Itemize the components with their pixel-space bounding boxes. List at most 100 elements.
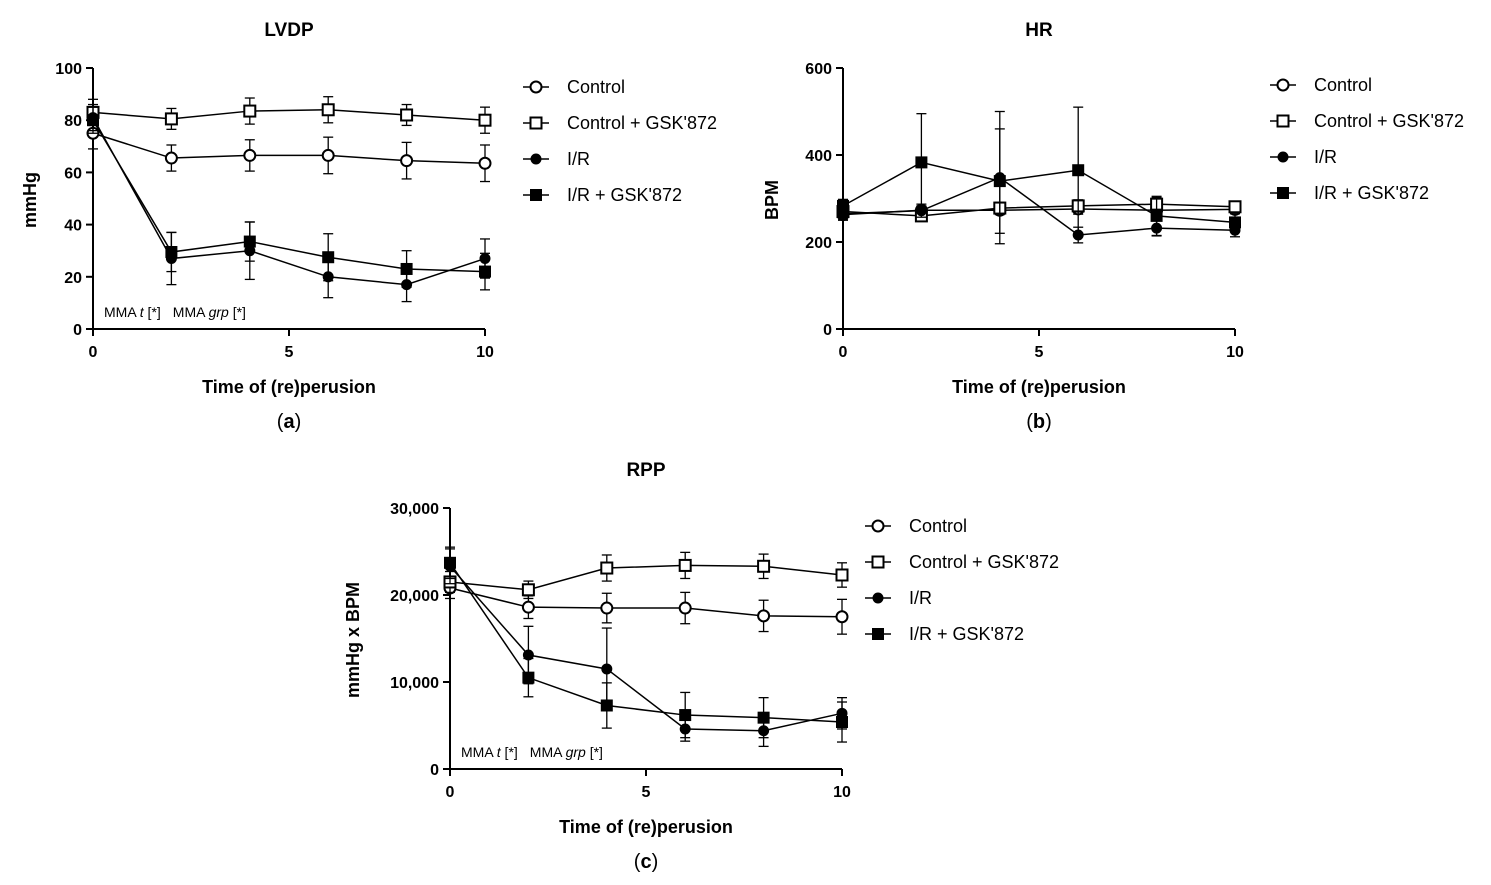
data-point xyxy=(478,156,492,170)
data-point xyxy=(479,265,491,278)
data-point xyxy=(679,709,692,722)
x-tick-label: 0 xyxy=(89,344,98,361)
y-tick-label: 20 xyxy=(64,270,82,287)
data-point xyxy=(165,246,178,259)
panel-lvdp: LVDP mmHg Time of (re)perusion MMA t [*]… xyxy=(20,20,717,433)
panel-rpp: RPP mmHg x BPM Time of (re)perusion MMA … xyxy=(343,460,1059,873)
series-line xyxy=(449,562,843,723)
y-tick-label: 20,000 xyxy=(390,588,439,605)
series-line xyxy=(449,587,843,618)
series-2 xyxy=(87,103,491,303)
data-point xyxy=(521,583,535,597)
legend-label: Control xyxy=(909,516,967,536)
series-line xyxy=(449,564,843,591)
y-tick-label: 30,000 xyxy=(390,501,439,518)
legend: Control Control + GSK'872 I/R I/R + GSK'872 xyxy=(523,77,717,205)
annotation-mma: MMA t [*] MMA grp [*] xyxy=(104,304,246,320)
series-line xyxy=(92,109,486,121)
y-tick-label: 40 xyxy=(64,218,82,235)
data-point xyxy=(757,711,770,724)
legend-item: I/R xyxy=(523,149,590,169)
x-tick-label: 10 xyxy=(1226,344,1244,361)
series-0 xyxy=(86,116,492,183)
x-tick-label: 5 xyxy=(1035,344,1044,361)
legend-marker xyxy=(1277,187,1289,199)
data-point xyxy=(837,199,849,212)
x-tick-label: 10 xyxy=(833,784,851,801)
series-3 xyxy=(87,106,491,291)
legend-marker xyxy=(529,116,543,130)
data-point xyxy=(444,556,456,569)
data-point xyxy=(87,114,99,127)
panel-caption: (a) xyxy=(277,411,301,433)
legend-label: I/R + GSK'872 xyxy=(1314,183,1429,203)
x-tick-label: 5 xyxy=(285,344,294,361)
legend-item: Control + GSK'872 xyxy=(523,113,717,133)
plot-area: 0 10,000 20,000 30,000 0 5 10 xyxy=(390,501,851,801)
series-3 xyxy=(444,546,848,743)
y-axis-title: mmHg xyxy=(20,172,40,228)
data-point xyxy=(321,148,335,162)
data-point xyxy=(400,154,414,168)
y-tick-label: 200 xyxy=(805,235,832,252)
data-point xyxy=(1229,216,1241,229)
legend-marker xyxy=(1277,151,1289,163)
data-point xyxy=(600,699,613,712)
legend-item: Control xyxy=(1270,75,1372,95)
data-point xyxy=(1150,209,1163,222)
x-axis-title: Time of (re)perusion xyxy=(559,817,733,837)
legend-label: I/R + GSK'872 xyxy=(567,185,682,205)
legend-marker xyxy=(530,153,542,165)
data-point xyxy=(243,104,257,118)
data-point xyxy=(243,235,256,248)
series-1 xyxy=(443,551,849,600)
data-point xyxy=(836,716,848,729)
series-line xyxy=(92,119,486,273)
data-point xyxy=(400,108,414,122)
legend-label: I/R xyxy=(567,149,590,169)
annotation-mma: MMA t [*] MMA grp [*] xyxy=(461,744,603,760)
data-point xyxy=(321,103,335,117)
series-line xyxy=(842,176,1236,236)
y-tick-label: 60 xyxy=(64,165,82,182)
data-point xyxy=(1228,200,1242,214)
data-point xyxy=(522,671,535,684)
legend-marker xyxy=(529,80,543,94)
data-point xyxy=(164,112,178,126)
data-point xyxy=(1072,164,1085,177)
series-line xyxy=(449,565,843,732)
legend: Control Control + GSK'872 I/R I/R + GSK'872 xyxy=(1270,75,1464,203)
legend-label: I/R + GSK'872 xyxy=(909,624,1024,644)
legend-marker xyxy=(1276,114,1290,128)
legend-label: Control + GSK'872 xyxy=(909,552,1059,572)
chart-title: LVDP xyxy=(264,20,314,41)
legend-item: Control xyxy=(523,77,625,97)
legend-marker xyxy=(530,189,542,201)
data-point xyxy=(993,175,1006,188)
legend-item: I/R + GSK'872 xyxy=(865,624,1024,644)
x-tick-label: 10 xyxy=(476,344,494,361)
data-point xyxy=(478,113,492,127)
legend-label: Control xyxy=(567,77,625,97)
panel-caption: (b) xyxy=(1026,411,1052,433)
y-tick-label: 0 xyxy=(823,322,832,339)
x-tick-label: 0 xyxy=(446,784,455,801)
data-point xyxy=(243,148,257,162)
legend-label: Control + GSK'872 xyxy=(567,113,717,133)
x-axis-title: Time of (re)perusion xyxy=(202,377,376,397)
y-axis-title: BPM xyxy=(762,180,782,220)
data-point xyxy=(164,151,178,165)
panel-caption: (c) xyxy=(634,851,658,873)
legend-marker xyxy=(872,628,884,640)
series-line xyxy=(92,117,486,286)
legend-item: I/R xyxy=(865,588,932,608)
data-point xyxy=(678,601,692,615)
data-point xyxy=(757,609,771,623)
legend-marker xyxy=(1276,78,1290,92)
legend-marker xyxy=(872,592,884,604)
plot-area: 0 200 400 600 0 5 10 xyxy=(805,61,1244,361)
series-2 xyxy=(837,110,1241,245)
series-2 xyxy=(444,548,848,748)
data-point xyxy=(601,663,613,675)
